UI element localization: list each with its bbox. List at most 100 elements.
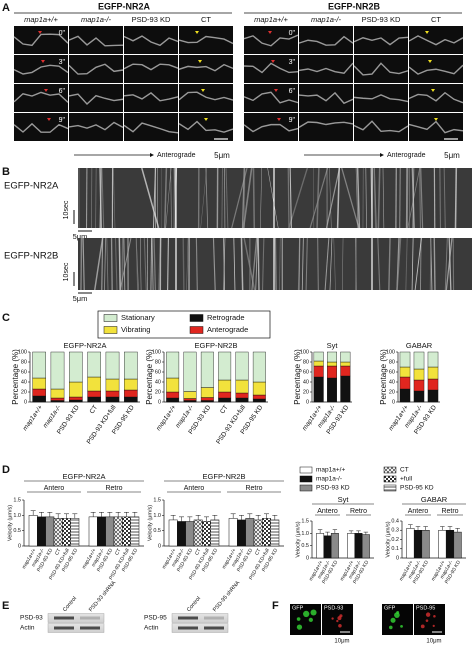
dendrite xyxy=(13,64,69,75)
kymo-track xyxy=(333,237,336,291)
bar-segment xyxy=(69,396,83,401)
dendrite xyxy=(353,36,409,46)
time-label: 6" xyxy=(289,88,296,95)
kymo-track xyxy=(257,237,260,291)
time-label: 9" xyxy=(59,117,66,124)
dendrite xyxy=(123,92,179,102)
kymo-track xyxy=(164,167,168,229)
kymo-track xyxy=(140,237,142,291)
time-scale-label: 10sec xyxy=(63,262,70,281)
micrograph xyxy=(409,26,463,54)
kymo-track xyxy=(114,237,118,291)
time-label: 3" xyxy=(289,59,296,66)
bar-segment xyxy=(340,365,351,377)
y-axis-label: Percentage (%) xyxy=(379,349,388,405)
group-label: Retro xyxy=(105,485,122,492)
signal xyxy=(388,625,393,630)
y-tick-label: 1.0 xyxy=(13,513,21,519)
kymo-track xyxy=(205,167,209,229)
bar-segment xyxy=(200,351,214,388)
signal xyxy=(425,612,431,617)
kymo-track xyxy=(101,167,105,229)
bar-segment xyxy=(50,400,65,403)
micrograph xyxy=(244,113,298,141)
kymo-track xyxy=(212,237,216,291)
bar-segment xyxy=(399,376,411,390)
bar-segment xyxy=(166,391,180,399)
bar xyxy=(316,533,325,559)
micrograph xyxy=(354,26,408,54)
kymo-track xyxy=(301,237,304,291)
kymo-track xyxy=(99,167,103,229)
panel-title: EGFP-NR2A xyxy=(98,1,151,11)
bar xyxy=(177,521,186,547)
chart-title: GABAR xyxy=(406,341,433,350)
panel-title: EGFP-NR2B xyxy=(328,1,381,11)
kymo-track xyxy=(110,237,113,291)
bar xyxy=(421,530,430,559)
legend-swatch xyxy=(189,326,204,334)
x-tick-label: CT xyxy=(89,404,100,415)
column-label: PSD-95 shRNA xyxy=(212,580,241,613)
bar-segment xyxy=(50,397,65,401)
panel-label: D xyxy=(2,464,10,476)
y-tick-label: 0.1 xyxy=(391,546,399,552)
bar-segment xyxy=(327,365,338,379)
dendrite xyxy=(178,63,234,72)
bar-segment xyxy=(200,400,214,403)
dendrite xyxy=(68,93,124,105)
kymo-track xyxy=(141,167,160,229)
y-tick-label: 100 xyxy=(18,349,27,355)
kymo-track xyxy=(414,237,422,291)
direction-arrowhead xyxy=(380,153,384,157)
bar xyxy=(228,518,238,547)
y-tick-label: 60 xyxy=(303,369,309,375)
micrograph xyxy=(124,113,178,141)
time-label: 0" xyxy=(289,30,296,37)
micrograph xyxy=(69,84,123,112)
bar-segment xyxy=(399,388,411,403)
kymo-track xyxy=(261,237,265,291)
bar xyxy=(28,515,38,547)
arrow-label: Anterograde xyxy=(157,152,196,159)
kymo-track xyxy=(106,237,109,291)
row-label: EGFP-NR2B xyxy=(4,251,58,262)
chart-title: EGFP-NR2A xyxy=(63,472,106,481)
y-axis-label: Percentage (%) xyxy=(11,349,20,405)
kymo-track xyxy=(382,167,385,229)
dendrite xyxy=(123,63,179,71)
dendrite xyxy=(178,120,234,133)
bar-segment xyxy=(235,397,249,403)
panel-label: E xyxy=(2,600,9,612)
dendrite xyxy=(243,91,299,104)
dendrite xyxy=(243,34,299,47)
kymo-track xyxy=(329,167,332,229)
bar xyxy=(202,521,211,547)
bar xyxy=(45,516,55,547)
column-header: map1a-/- xyxy=(311,15,342,24)
group-label: Retro xyxy=(350,508,367,515)
legend-label: map1a-/- xyxy=(316,476,342,483)
bar xyxy=(185,521,195,547)
bar-segment xyxy=(313,365,324,378)
dendrite xyxy=(408,64,464,75)
y-tick-label: 0 xyxy=(306,555,309,561)
arrowhead xyxy=(44,89,48,92)
kymo-track xyxy=(373,167,377,229)
column-header: map1a-/- xyxy=(81,15,112,24)
kymo-track xyxy=(336,167,340,229)
y-tick-label: 0 xyxy=(24,399,27,405)
x-tick-label: map1a+/+ xyxy=(155,404,178,432)
bar-segment xyxy=(252,394,266,400)
kymo-track xyxy=(241,167,245,229)
kymo-track xyxy=(420,167,424,229)
y-tick-label: 80 xyxy=(389,359,395,365)
legend-label: PSD-95 KD xyxy=(400,485,434,492)
blot xyxy=(171,623,229,633)
kymo-track xyxy=(167,237,169,291)
bar-segment xyxy=(413,368,425,381)
micrograph xyxy=(14,55,68,83)
y-tick-label: 60 xyxy=(389,369,395,375)
band xyxy=(204,626,224,630)
